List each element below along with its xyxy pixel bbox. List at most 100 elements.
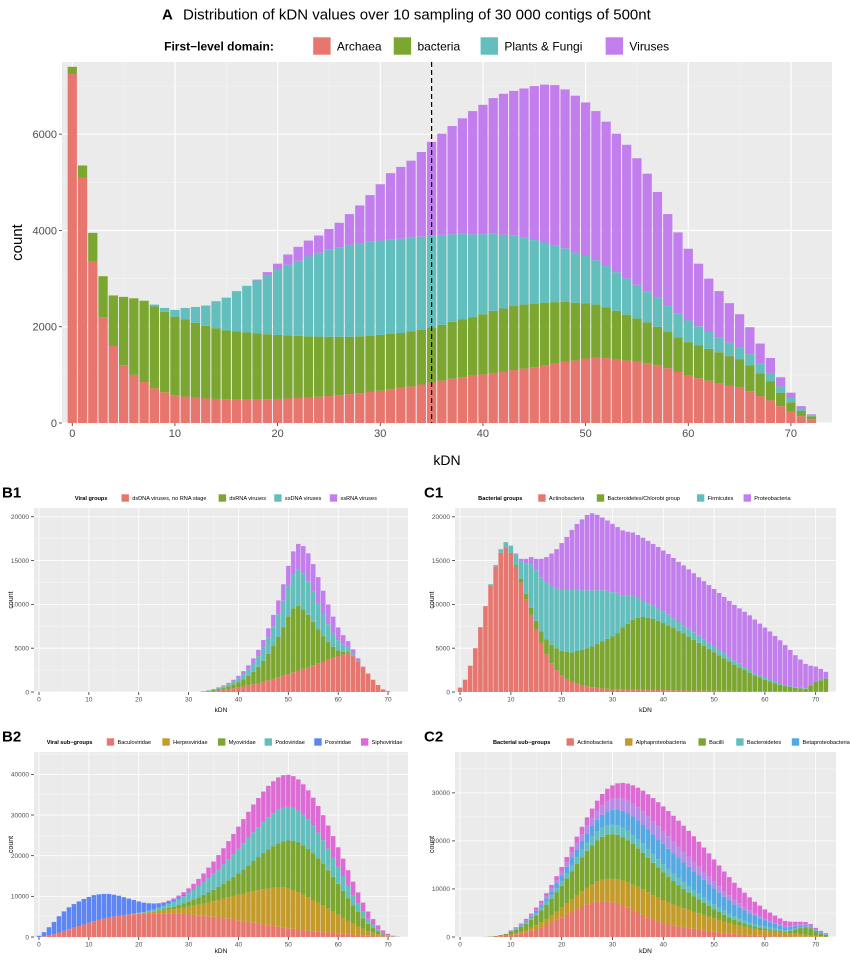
x-tick-label: 70 bbox=[384, 697, 392, 704]
bar-a-0-26 bbox=[334, 395, 344, 423]
bar-c2-0-12 bbox=[518, 933, 524, 937]
legend-label: ssRNA viruses bbox=[341, 496, 378, 502]
bar-a-3-67 bbox=[755, 343, 765, 364]
bar-b2-2-44 bbox=[256, 857, 261, 891]
bar-c1-2-59 bbox=[757, 675, 763, 678]
bar-c2-0-52 bbox=[721, 933, 727, 937]
bar-c1-1-50 bbox=[711, 652, 717, 691]
bar-c1-0-56 bbox=[742, 690, 747, 692]
bar-b2-3-50 bbox=[286, 806, 291, 841]
bar-b2-0-64 bbox=[355, 934, 361, 937]
bar-c2-6-48 bbox=[701, 847, 707, 872]
bar-b2-3-59 bbox=[330, 857, 336, 877]
bar-c2-5-12 bbox=[518, 924, 524, 926]
bar-b2-0-47 bbox=[271, 926, 276, 937]
bar-c2-2-7 bbox=[493, 935, 498, 937]
bar-a-3-57 bbox=[652, 191, 663, 298]
bar-c2-3-16 bbox=[539, 907, 544, 911]
bar-a-0-9 bbox=[160, 392, 170, 423]
bar-c2-3-39 bbox=[655, 859, 661, 868]
bar-b2-3-53 bbox=[301, 814, 306, 846]
bar-a-1-40 bbox=[478, 314, 488, 375]
bar-c2-1-32 bbox=[620, 880, 625, 906]
bar-b2-1-66 bbox=[365, 931, 371, 936]
bar-b2-1-38 bbox=[226, 897, 231, 919]
bar-b2-0-58 bbox=[325, 932, 331, 937]
y-tick-label: 20000 bbox=[432, 514, 450, 521]
bar-c2-1-28 bbox=[600, 879, 605, 901]
legend-item: Proteobacteria bbox=[742, 493, 792, 503]
bar-c1-2-25 bbox=[584, 590, 590, 649]
bar-a-1-0 bbox=[67, 66, 77, 75]
bar-a-1-43 bbox=[509, 306, 519, 371]
bar-c2-6-58 bbox=[752, 901, 758, 914]
bar-b2-0-24 bbox=[156, 913, 161, 937]
bar-a-3-68 bbox=[765, 358, 776, 373]
bar-a-0-32 bbox=[396, 387, 406, 423]
bar-c2-2-37 bbox=[645, 857, 651, 893]
bar-b1-3-55 bbox=[311, 564, 316, 592]
bar-c2-1-15 bbox=[533, 925, 539, 930]
bar-c2-1-12 bbox=[518, 931, 524, 934]
legend-item: Actinobacteria bbox=[565, 737, 614, 747]
bar-a-0-25 bbox=[324, 396, 334, 423]
bar-a-2-69 bbox=[776, 386, 786, 393]
bar-b2-1-24 bbox=[156, 910, 161, 914]
bar-c1-2-36 bbox=[640, 600, 646, 617]
bar-b2-3-25 bbox=[161, 905, 166, 910]
bar-c2-2-16 bbox=[539, 910, 544, 923]
bar-a-1-9 bbox=[160, 311, 170, 393]
bars bbox=[36, 774, 401, 937]
bar-c1-3-68 bbox=[803, 663, 808, 689]
bar-c2-0-13 bbox=[523, 932, 529, 937]
bar-c2-4-26 bbox=[589, 826, 595, 837]
bar-a-1-23 bbox=[303, 336, 314, 398]
bar-c2-6-50 bbox=[711, 859, 717, 882]
bar-c2-3-59 bbox=[757, 925, 763, 928]
bar-c2-1-14 bbox=[528, 927, 534, 931]
bar-a-1-63 bbox=[714, 352, 724, 384]
bar-b2-1-67 bbox=[370, 932, 376, 936]
bar-c2-6-21 bbox=[564, 856, 570, 863]
bar-c2-5-58 bbox=[752, 913, 758, 917]
bar-c2-6-49 bbox=[706, 853, 712, 877]
bar-c2-3-19 bbox=[554, 888, 559, 893]
bar-a-3-29 bbox=[365, 195, 375, 242]
bar-c2-3-44 bbox=[681, 882, 686, 889]
bar-b1-0-44 bbox=[256, 682, 261, 692]
bar-c2-6-70 bbox=[813, 927, 818, 930]
bar-a-3-19 bbox=[262, 272, 272, 275]
bar-c2-1-59 bbox=[757, 929, 763, 936]
legend-item: Poxviridae bbox=[313, 737, 351, 747]
bar-b2-5-68 bbox=[375, 925, 381, 930]
bar-a-2-32 bbox=[396, 238, 406, 333]
bar-b1-1-59 bbox=[330, 646, 336, 658]
bar-b2-1-41 bbox=[241, 893, 246, 922]
bar-c1-3-18 bbox=[549, 553, 554, 586]
bar-c2-6-52 bbox=[721, 871, 727, 892]
x-axis-title: kDN bbox=[639, 707, 652, 714]
bar-b1-1-48 bbox=[276, 636, 281, 678]
chart-title: Distribution of kDN values over 10 sampl… bbox=[183, 6, 652, 23]
bar-a-3-40 bbox=[478, 104, 488, 235]
bar-b2-0-41 bbox=[241, 921, 246, 937]
bar-c2-5-57 bbox=[747, 910, 752, 914]
bar-c1-0-22 bbox=[569, 681, 575, 692]
bar-c1-2-48 bbox=[701, 639, 707, 646]
bar-c2-5-49 bbox=[706, 876, 712, 885]
bar-c2-4-17 bbox=[544, 898, 549, 902]
bar-c2-2-57 bbox=[747, 925, 752, 928]
bar-b2-5-26 bbox=[166, 900, 171, 902]
bar-c2-0-53 bbox=[727, 933, 732, 937]
y-tick-label: 10000 bbox=[432, 602, 450, 609]
bar-b2-0-39 bbox=[231, 919, 236, 937]
bar-c2-6-18 bbox=[549, 884, 554, 889]
x-tick-label: 10 bbox=[85, 942, 93, 949]
y-tick-label: 5000 bbox=[15, 645, 30, 652]
bar-a-3-49 bbox=[570, 95, 580, 253]
legend-swatch bbox=[742, 493, 752, 503]
bar-b2-0-18 bbox=[126, 914, 131, 937]
bar-c1-3-48 bbox=[701, 581, 707, 640]
bar-a-2-70 bbox=[786, 397, 796, 403]
bar-c1-1-20 bbox=[559, 650, 564, 676]
